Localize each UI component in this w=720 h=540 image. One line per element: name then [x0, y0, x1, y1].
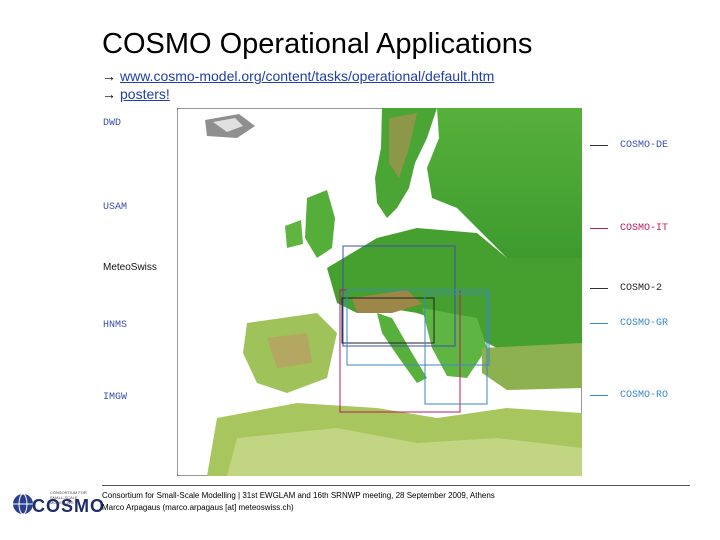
label-imgw: IMGW [103, 392, 128, 403]
legend-cosmo-gr: COSMO-GR [590, 318, 668, 329]
slide-title: COSMO Operational Applications [102, 28, 533, 60]
globe-icon [13, 493, 33, 515]
sahara-land [227, 428, 582, 476]
arrow-right-icon: → [102, 86, 116, 102]
alps-highland [352, 290, 422, 313]
legend-cosmo-de: COSMO-DE [590, 140, 668, 151]
eastern-europe-land [427, 108, 582, 258]
cosmo-logo: COSMO CONSORTIUM FOR SMALL-SCALE MODELLI… [12, 488, 104, 518]
posters-link[interactable]: posters! [120, 86, 170, 102]
turkey-land [482, 343, 582, 390]
footer-rule [102, 485, 690, 486]
britain-land [305, 190, 335, 258]
logo-tagline: CONSORTIUM FOR SMALL-SCALE MODELLING [50, 490, 87, 505]
footer-line-2: Marco Arpagaus (marco.arpagaus [at] mete… [102, 503, 294, 512]
scandinavia-highland [389, 113, 417, 178]
arrow-right-icon: → [102, 68, 116, 84]
label-usam: USAM [103, 202, 128, 213]
domain-cosmo-ro [346, 289, 490, 366]
label-dwd: DWD [103, 118, 122, 129]
label-hnms: HNMS [103, 320, 128, 331]
domain-cosmo-2 [341, 297, 435, 344]
legend-cosmo-2: COSMO-2 [590, 283, 662, 294]
domain-cosmo-gr [424, 293, 488, 405]
link-line-website: → www.cosmo-model.org/content/tasks/oper… [102, 68, 494, 84]
iceland-glacier [213, 118, 243, 132]
logo-word: COSMO [32, 496, 106, 516]
legend-cosmo-ro: COSMO-RO [590, 390, 668, 401]
iberia-highland [267, 333, 312, 368]
footer-line-1: Consortium for Small-Scale Modelling | 3… [102, 491, 495, 500]
link-line-posters: → posters! [102, 86, 170, 102]
website-link[interactable]: www.cosmo-model.org/content/tasks/operat… [120, 68, 495, 84]
label-meteoswiss: MeteoSwiss [103, 262, 157, 273]
footer-text: Consortium for Small-Scale Modelling | 3… [102, 490, 495, 514]
ireland-land [285, 220, 303, 248]
domain-cosmo-de [342, 245, 456, 347]
legend-cosmo-it: COSMO-IT [590, 223, 668, 234]
europe-domain-map [177, 108, 582, 476]
